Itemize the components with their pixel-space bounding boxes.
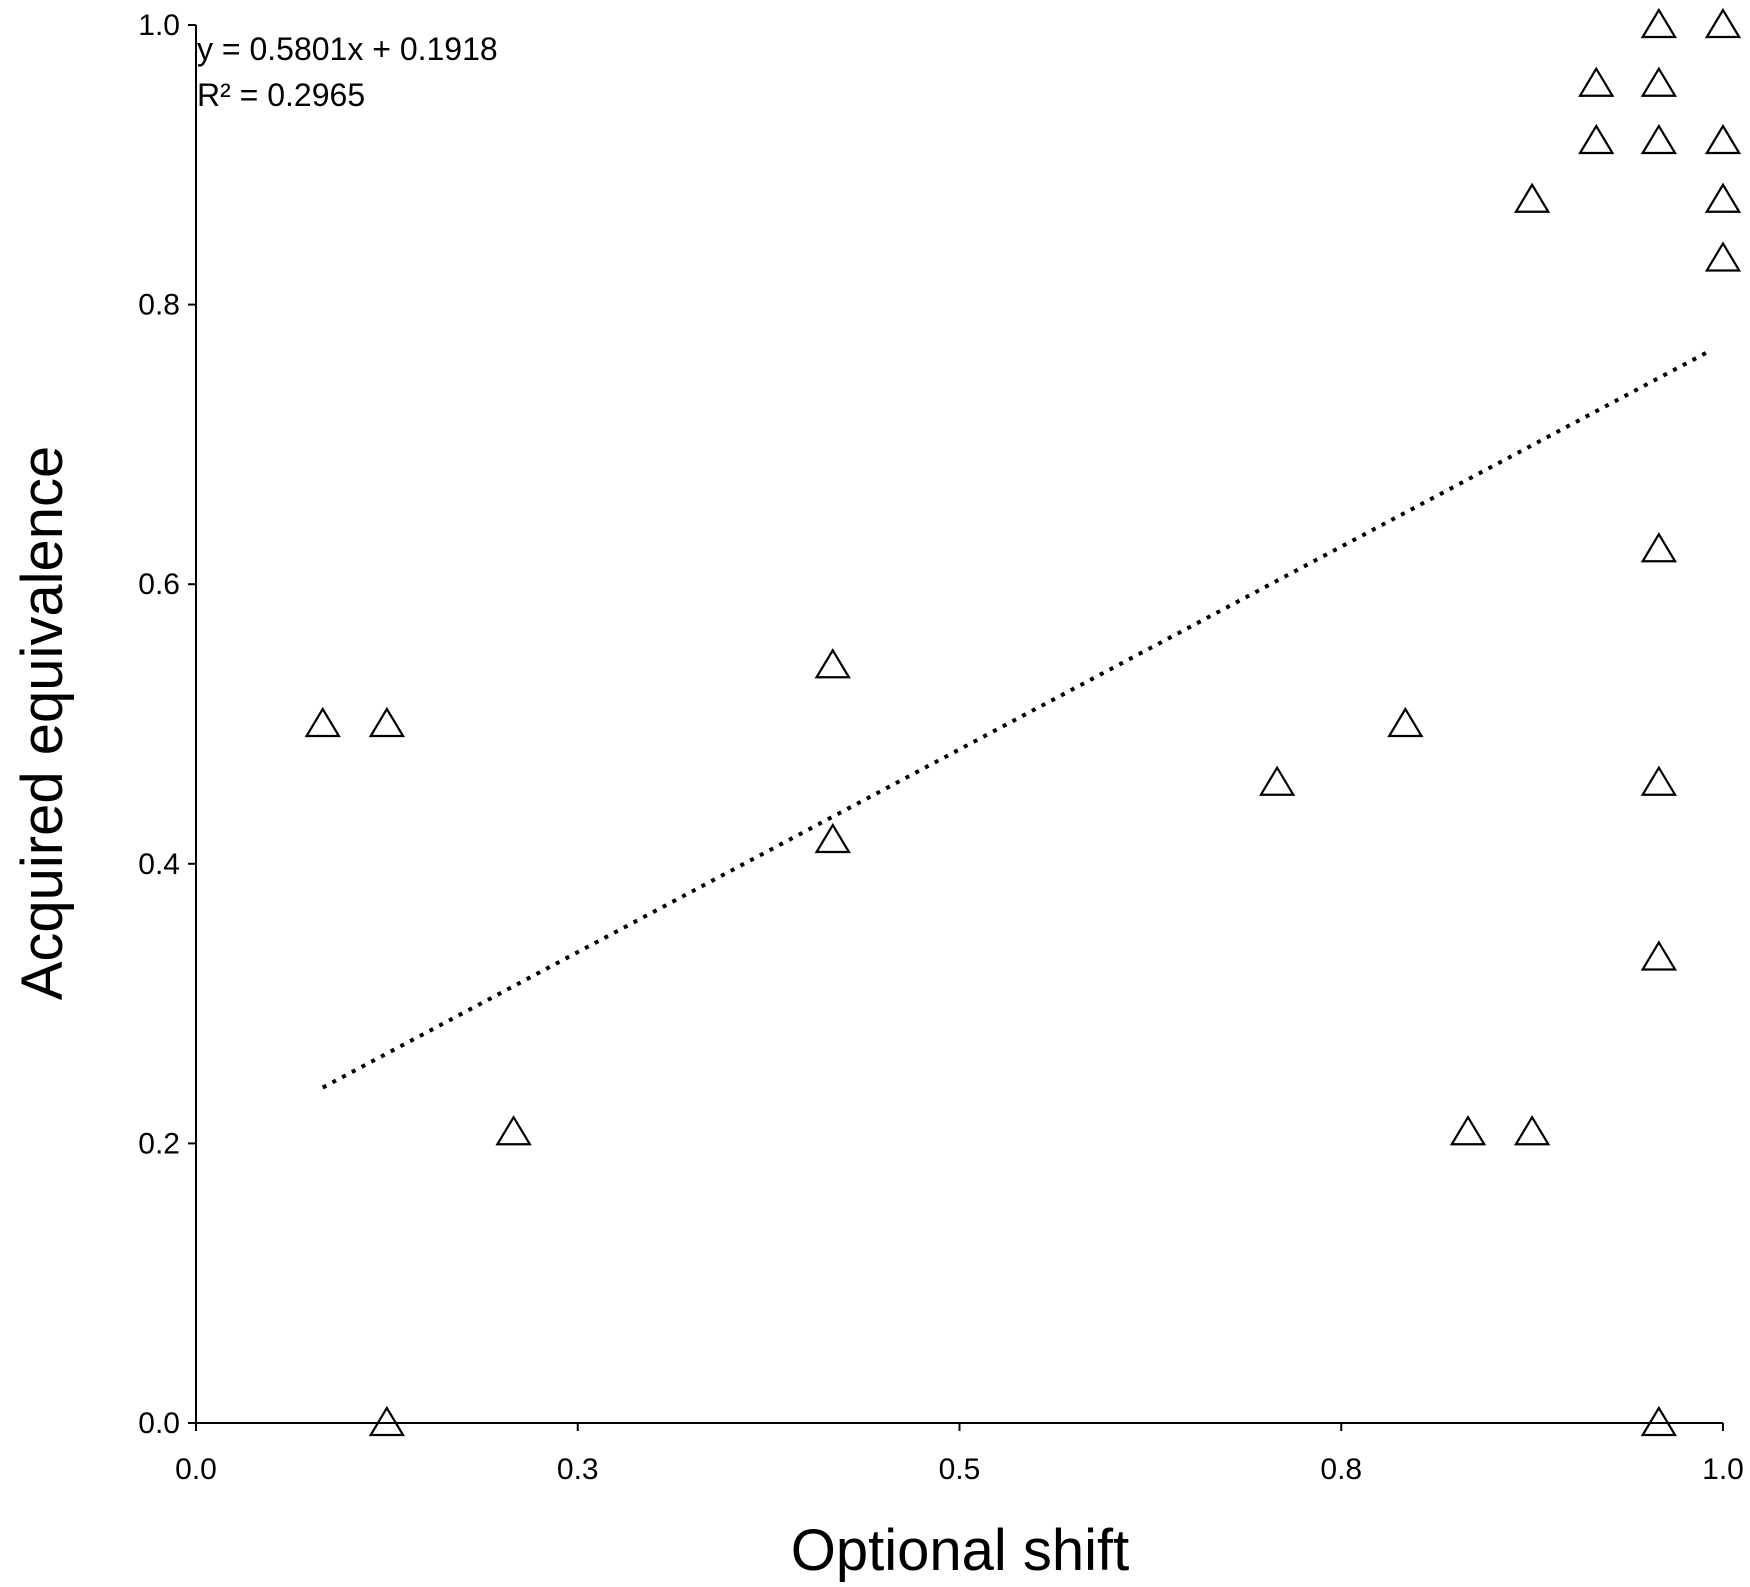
trendline xyxy=(321,350,1709,1090)
data-point xyxy=(1640,66,1678,97)
data-point xyxy=(1578,66,1615,97)
data-point xyxy=(1640,123,1678,155)
data-point xyxy=(1704,241,1742,272)
data-point xyxy=(1449,1115,1487,1146)
x-tick-label: 0.8 xyxy=(1320,1453,1362,1486)
y-axis-ticks: 0.0 0.2 0.4 0.6 0.8 1.0 xyxy=(138,9,196,1440)
x-tick-label: 0.5 xyxy=(939,1453,981,1486)
data-point xyxy=(1258,765,1296,796)
data-point xyxy=(814,822,851,854)
trendline-equation: y = 0.5801x + 0.1918 xyxy=(197,31,498,67)
data-point xyxy=(495,1115,532,1146)
y-tick-label: 0.6 xyxy=(138,568,180,601)
data-point xyxy=(814,648,851,679)
y-tick-label: 0.2 xyxy=(138,1127,180,1160)
data-point xyxy=(1640,1405,1678,1437)
y-tick-label: 1.0 xyxy=(138,9,180,42)
x-tick-label: 0.3 xyxy=(557,1453,599,1486)
data-point xyxy=(1704,123,1742,155)
data-point xyxy=(1513,1115,1551,1146)
data-point xyxy=(1640,940,1678,971)
trendline-layer xyxy=(321,350,1709,1090)
data-point xyxy=(1640,7,1678,39)
y-tick-label: 0.0 xyxy=(138,1407,180,1440)
data-point xyxy=(1578,123,1615,155)
data-point xyxy=(304,706,341,738)
data-point xyxy=(368,706,406,738)
data-points xyxy=(304,7,1742,1437)
x-axis-title: Optional shift xyxy=(791,1518,1130,1583)
y-tick-label: 0.8 xyxy=(138,289,180,322)
data-point xyxy=(1640,765,1678,796)
x-tick-label: 1.0 xyxy=(1702,1453,1744,1486)
y-tick-label: 0.4 xyxy=(138,848,180,881)
y-axis-title: Acquired equivalence xyxy=(10,446,75,1001)
data-point xyxy=(1513,182,1551,213)
r-squared-label: R² = 0.2965 xyxy=(197,77,365,113)
x-axis-ticks: 0.0 0.3 0.5 0.8 1.0 xyxy=(175,1423,1744,1486)
x-tick-label: 0.0 xyxy=(175,1453,217,1486)
axes xyxy=(195,25,1723,1424)
data-point xyxy=(1704,7,1742,39)
data-point xyxy=(1387,706,1424,738)
data-point xyxy=(368,1405,406,1437)
data-point xyxy=(1640,532,1678,563)
data-point xyxy=(1704,182,1742,213)
